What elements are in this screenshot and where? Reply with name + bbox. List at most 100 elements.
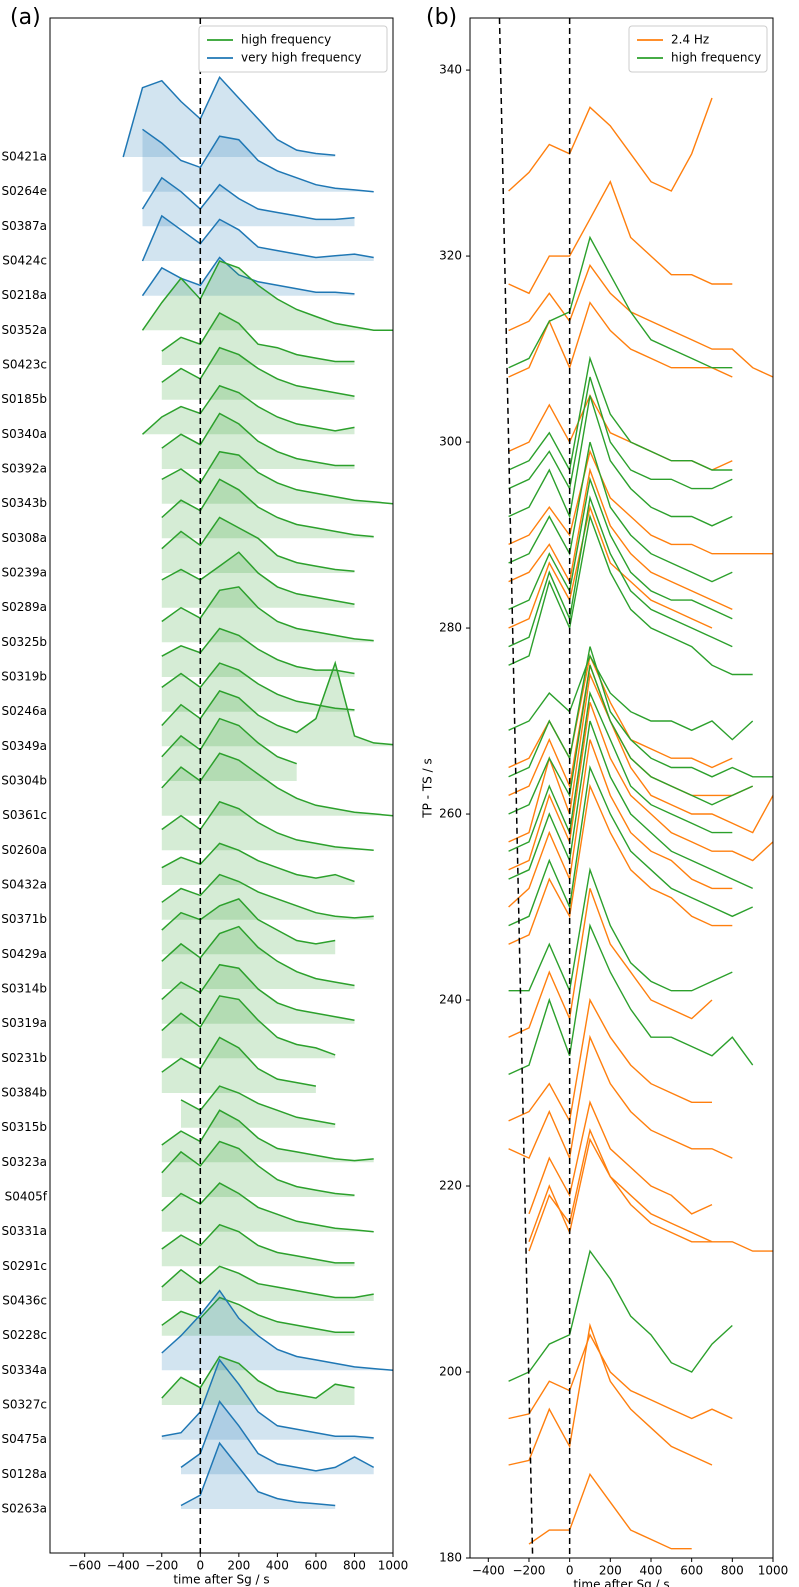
trace-label: S0315b <box>1 1120 47 1134</box>
y-tick-label: 280 <box>439 621 462 635</box>
legend-box <box>198 25 388 73</box>
trace-label: S0371b <box>1 912 47 926</box>
trace-line <box>161 662 355 711</box>
trace-line <box>508 867 733 994</box>
trace-line <box>508 1034 733 1161</box>
trace-label: S0185b <box>1 392 47 406</box>
trace-line <box>508 739 733 908</box>
x-axis-label: time after Sg / s <box>173 1573 269 1587</box>
trace-label: S0239a <box>1 566 47 580</box>
x-tick-label: 400 <box>266 1559 289 1573</box>
trace-line <box>141 214 374 262</box>
trace-area <box>161 1110 374 1163</box>
y-axis-label: TP - TS / s <box>421 758 435 818</box>
trace-line <box>508 235 733 369</box>
trace-label: S0475a <box>1 1432 47 1446</box>
trace-area <box>142 385 355 435</box>
panel-title: (b) <box>426 5 457 30</box>
y-tick-label: 200 <box>439 1365 462 1379</box>
trace-label: S0263a <box>1 1502 47 1516</box>
trace-area <box>161 347 355 400</box>
trace-line <box>161 995 336 1056</box>
x-tick-label: 1000 <box>758 1564 789 1578</box>
trace-line <box>508 997 712 1124</box>
trace-line <box>508 263 774 378</box>
y-tick-label: 220 <box>439 1179 462 1193</box>
x-tick-label: 0 <box>566 1564 574 1578</box>
trace-line <box>161 1296 355 1333</box>
panel-title: (a) <box>10 5 41 30</box>
y-tick-label: 340 <box>439 63 462 77</box>
trace-label: S0319b <box>1 670 47 684</box>
trace-line <box>508 513 753 676</box>
trace-area <box>161 586 374 643</box>
trace-label: S0405f <box>5 1190 48 1204</box>
plot-frame <box>469 17 774 1559</box>
trace-line <box>508 664 753 815</box>
legend-label: high frequency <box>241 33 331 47</box>
trace-line <box>161 1223 355 1264</box>
x-tick-label: 1000 <box>378 1559 409 1573</box>
trace-area <box>142 177 355 227</box>
trace-line <box>161 873 374 919</box>
x-tick-label: 0 <box>196 1559 204 1573</box>
trace-line <box>161 1109 374 1162</box>
trace-label: S0432a <box>1 878 47 892</box>
trace-label: S0319a <box>1 1016 47 1030</box>
x-tick-label: 800 <box>721 1564 744 1578</box>
trace-line <box>141 260 393 332</box>
trace-area <box>142 257 355 296</box>
trace-line <box>508 180 733 295</box>
trace-label: S0423c <box>2 358 47 372</box>
trace-line <box>161 346 355 397</box>
trace-line <box>161 516 355 573</box>
trace-label: S0325b <box>1 635 47 649</box>
trace-line <box>161 898 336 945</box>
trace-line <box>508 395 733 527</box>
trace-area <box>161 451 393 504</box>
x-tick-label: 400 <box>640 1564 663 1578</box>
trace-line <box>508 653 733 769</box>
trace-label: S0291c <box>2 1259 47 1273</box>
trace-line <box>161 717 297 765</box>
trace-area <box>181 1443 336 1509</box>
trace-label: S0387a <box>1 219 47 233</box>
trace-line <box>528 1100 713 1215</box>
reference-line <box>498 17 534 1559</box>
legend-label: high frequency <box>671 51 761 65</box>
x-tick-label: −200 <box>512 1564 545 1578</box>
trace-line <box>180 1085 336 1125</box>
x-tick-label: −200 <box>145 1559 178 1573</box>
y-tick-label: 300 <box>439 435 462 449</box>
trace-line <box>508 1249 733 1382</box>
trace-label: S0384b <box>1 1086 47 1100</box>
trace-area <box>161 313 355 365</box>
trace-label: S0260a <box>1 843 47 857</box>
trace-area <box>161 1297 355 1336</box>
trace-label: S0289a <box>1 600 47 614</box>
trace-area <box>161 801 374 851</box>
trace-line <box>161 1355 355 1399</box>
x-tick-label: 800 <box>343 1559 366 1573</box>
trace-line <box>508 355 733 473</box>
trace-line <box>508 495 733 648</box>
trace-label: S0128a <box>1 1467 47 1481</box>
trace-line <box>508 467 733 611</box>
legend-label: 2.4 Hz <box>671 33 709 47</box>
trace-line <box>508 654 754 741</box>
trace-label: S0429a <box>1 947 47 961</box>
trace-line <box>161 1289 394 1372</box>
trace-area <box>161 413 355 469</box>
trace-line <box>161 586 374 642</box>
trace-label: S0228c <box>2 1328 47 1342</box>
trace-line <box>508 702 774 871</box>
trace-line <box>508 504 713 629</box>
trace-area <box>161 1359 374 1440</box>
trace-line <box>142 128 374 193</box>
trace-area <box>142 261 393 331</box>
trace-line <box>161 312 355 363</box>
trace-label: S0246a <box>1 704 47 718</box>
trace-line <box>508 97 713 192</box>
trace-line <box>508 1333 733 1420</box>
